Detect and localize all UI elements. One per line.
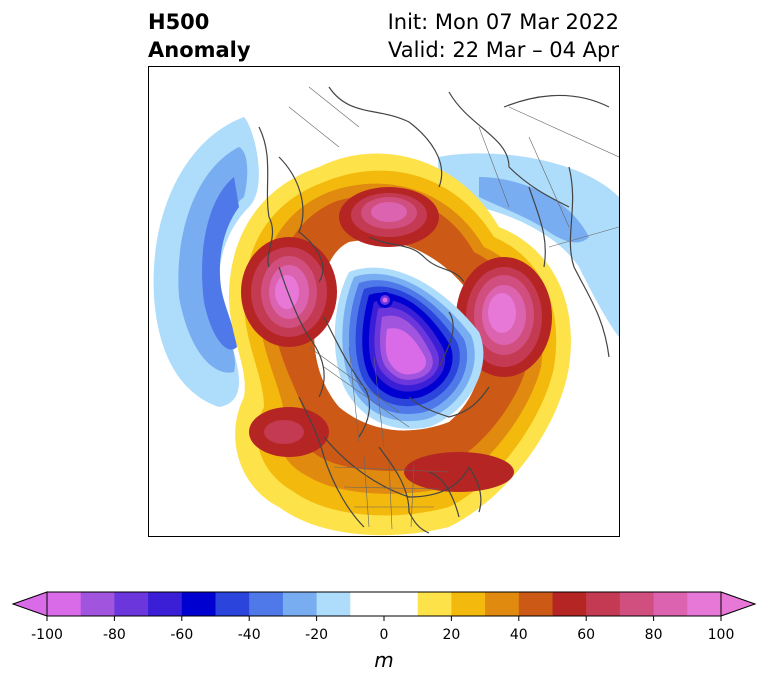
title-variable: H500 bbox=[148, 10, 210, 34]
colorbar-tick-label: 100 bbox=[707, 627, 735, 643]
positive-anomaly-alaska bbox=[241, 237, 337, 347]
title-right: Init: Mon 07 Mar 2022 Valid: 22 Mar – 04… bbox=[388, 8, 619, 64]
valid-period-label: Valid: 22 Mar – 04 Apr bbox=[388, 38, 619, 62]
colorbar-tick-label: 20 bbox=[442, 627, 461, 643]
colorbar-bin bbox=[518, 592, 553, 616]
colorbar-bin bbox=[552, 592, 587, 616]
colorbar-bin bbox=[687, 592, 722, 616]
colorbar-bin bbox=[485, 592, 520, 616]
colorbar-bin bbox=[249, 592, 284, 616]
map-panel bbox=[148, 66, 620, 537]
colorbar-bins bbox=[47, 592, 722, 616]
colorbar-bin bbox=[417, 592, 452, 616]
colorbar-bin bbox=[215, 592, 250, 616]
positive-anomaly-eastern-us bbox=[404, 452, 514, 492]
colorbar-bin bbox=[148, 592, 183, 616]
title-left: H500 Anomaly bbox=[148, 8, 251, 64]
anomaly-map bbox=[153, 86, 619, 536]
colorbar-tick-label: -80 bbox=[102, 627, 126, 643]
colorbar-bin bbox=[316, 592, 351, 616]
colorbar-tick-label: -40 bbox=[237, 627, 261, 643]
positive-anomaly-northeast-pacific bbox=[249, 407, 329, 457]
colorbar-bin bbox=[451, 592, 486, 616]
negative-anomaly-eastern-asia bbox=[438, 153, 619, 337]
colorbar-bin bbox=[47, 592, 82, 616]
colorbar-tick-label: -60 bbox=[170, 627, 194, 643]
colorbar-bin bbox=[114, 592, 149, 616]
political-borders bbox=[288, 86, 619, 530]
colorbar-bin bbox=[586, 592, 621, 616]
colorbar-tick-label: -100 bbox=[31, 627, 63, 643]
colorbar-bin bbox=[80, 592, 115, 616]
colorbar-tick-label: 80 bbox=[644, 627, 663, 643]
coastlines bbox=[258, 86, 610, 534]
negative-anomaly-north-atlantic bbox=[153, 117, 259, 407]
colorbar-bin bbox=[619, 592, 655, 616]
colorbar-extend-max bbox=[720, 591, 757, 617]
colorbar-bin bbox=[181, 592, 216, 616]
colorbar-tick-label: 60 bbox=[577, 627, 596, 643]
colorbar-unit-label: m bbox=[374, 648, 394, 672]
init-time-label: Init: Mon 07 Mar 2022 bbox=[387, 10, 619, 34]
colorbar-bin bbox=[653, 592, 688, 616]
colorbar-bin bbox=[384, 592, 419, 616]
colorbar-tick-label: -20 bbox=[305, 627, 329, 643]
colorbar-bin bbox=[282, 592, 318, 616]
colorbar bbox=[11, 591, 757, 621]
colorbar-extend-min bbox=[11, 591, 48, 617]
colorbar-bin bbox=[350, 592, 385, 616]
positive-anomaly-greenland bbox=[339, 187, 439, 247]
title-field-type: Anomaly bbox=[148, 38, 251, 62]
negative-anomaly-center-arctic bbox=[334, 267, 484, 429]
colorbar-tick-label: 0 bbox=[379, 627, 389, 643]
colorbar-ticks bbox=[46, 616, 722, 621]
colorbar-tick-label: 40 bbox=[509, 627, 528, 643]
